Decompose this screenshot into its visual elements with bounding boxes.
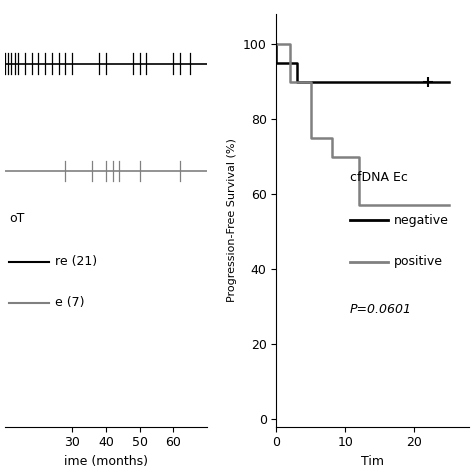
Text: negative: negative (394, 214, 449, 227)
Text: e (7): e (7) (55, 296, 85, 310)
X-axis label: ime (months): ime (months) (64, 455, 148, 468)
Text: cfDNA Ec: cfDNA Ec (350, 171, 408, 184)
Text: oT: oT (9, 212, 24, 225)
Text: P=0.0601: P=0.0601 (350, 303, 412, 316)
X-axis label: Tim: Tim (361, 455, 384, 468)
Text: positive: positive (394, 255, 443, 268)
Y-axis label: Progression-Free Survival (%): Progression-Free Survival (%) (227, 138, 237, 302)
Text: re (21): re (21) (55, 255, 98, 268)
